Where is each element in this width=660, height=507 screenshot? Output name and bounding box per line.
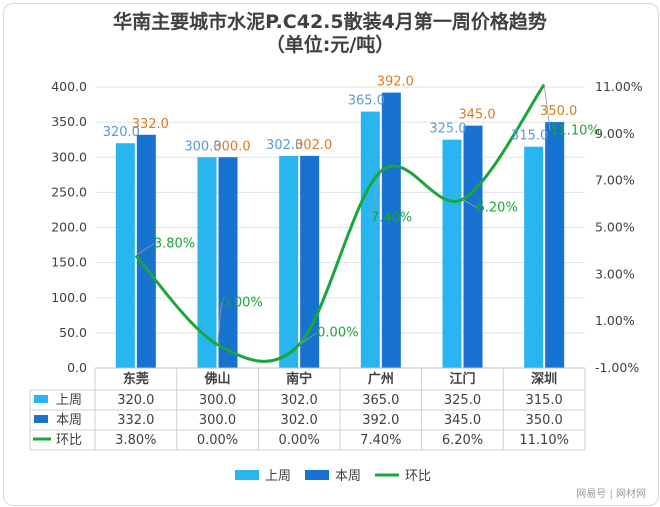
bar [381, 92, 401, 369]
bar [300, 155, 320, 368]
bar-data-label: 302.0 [266, 138, 303, 153]
y2-tick-label: 3.00% [595, 266, 635, 281]
table-cell: 300.0 [199, 393, 236, 408]
bar-data-label: 320.0 [103, 125, 140, 140]
leader-line [135, 243, 155, 256]
table-cell: 302.0 [281, 413, 318, 428]
chart-title: 华南主要城市水泥P.C42.5散装4月第一周价格趋势 [113, 10, 547, 33]
bar-data-label: 302.0 [295, 138, 332, 153]
y-tick-label: 350.0 [51, 114, 87, 129]
line-data-label: 0.00% [222, 296, 263, 311]
leader-line [370, 171, 382, 218]
legend-swatch [305, 470, 329, 480]
table-row-key [34, 415, 48, 423]
leader-line [462, 199, 477, 208]
table-cell: 0.00% [279, 433, 320, 448]
legend-swatch [235, 470, 259, 480]
leader-line [543, 84, 551, 131]
x-category-label: 东莞 [123, 371, 149, 387]
table-cell: 11.10% [519, 433, 569, 448]
watermark-text: 网易号 | 网材网 [576, 487, 646, 500]
line-data-label: 3.80% [154, 237, 195, 252]
bar-data-label: 332.0 [132, 117, 169, 132]
bar-data-label: 300.0 [184, 139, 221, 154]
y2-tick-label: 5.00% [595, 220, 635, 235]
legend-label: 环比 [405, 469, 431, 484]
x-category-label: 佛山 [203, 371, 230, 387]
line-series-wow [134, 83, 546, 363]
bar [545, 122, 565, 368]
y-tick-label: 200.0 [51, 220, 87, 235]
bar-data-label: 325.0 [429, 122, 466, 137]
bar-data-label: 315.0 [511, 129, 548, 144]
table-cell: 0.00% [197, 433, 238, 448]
bar [136, 134, 156, 368]
bar [218, 157, 238, 368]
bar [197, 157, 217, 368]
table-cell: 300.0 [199, 413, 236, 428]
table-cell: 332.0 [117, 413, 154, 428]
y2-tick-label: 9.00% [595, 126, 635, 141]
y2-tick-label: -1.00% [595, 360, 639, 375]
y2-tick-label: 1.00% [595, 313, 635, 328]
x-category-label: 南宁 [286, 371, 312, 387]
x-category-label: 深圳 [531, 371, 557, 387]
bar [463, 125, 483, 368]
line-data-label: 7.40% [371, 210, 412, 225]
legend-label: 本周 [335, 469, 361, 484]
table-row-key [34, 395, 48, 403]
y-tick-label: 50.0 [59, 325, 87, 340]
table-cell: 350.0 [526, 413, 563, 428]
table-cell: 365.0 [362, 393, 399, 408]
x-category-label: 广州 [368, 371, 394, 387]
bar-data-label: 392.0 [377, 75, 414, 90]
table-cell: 302.0 [281, 393, 318, 408]
y2-tick-label: 7.00% [595, 173, 635, 188]
y-tick-label: 150.0 [51, 255, 87, 270]
legend-label: 上周 [265, 469, 291, 484]
leader-line [217, 302, 222, 345]
table-cell: 325.0 [444, 393, 481, 408]
bar-data-label: 345.0 [458, 108, 495, 123]
line-data-label: 0.00% [317, 326, 358, 341]
bar-data-label: 365.0 [348, 94, 385, 109]
y2-tick-label: 11.00% [595, 79, 643, 94]
bar [524, 146, 544, 368]
table-row-name: 本周 [56, 413, 82, 428]
bar [360, 111, 380, 369]
table-cell: 3.80% [115, 433, 156, 448]
y-tick-label: 100.0 [51, 290, 87, 305]
bar [442, 139, 462, 368]
bar-data-label: 350.0 [540, 104, 577, 119]
table-row-name: 环比 [56, 433, 82, 448]
table-cell: 6.20% [442, 433, 483, 448]
leader-line [298, 332, 318, 345]
bar [115, 143, 135, 368]
line-data-label: 11.10% [550, 124, 600, 139]
table-cell: 345.0 [444, 413, 481, 428]
y-tick-label: 300.0 [51, 149, 87, 164]
line-data-label: 6.20% [477, 200, 518, 215]
chart-subtitle: （单位:元/吨） [266, 33, 395, 56]
table-cell: 315.0 [526, 393, 563, 408]
table-cell: 320.0 [117, 393, 154, 408]
y-tick-label: 400.0 [51, 79, 87, 94]
table-cell: 392.0 [362, 413, 399, 428]
bar [279, 155, 299, 368]
bar-data-label: 300.0 [213, 139, 250, 154]
y-tick-label: 250.0 [51, 184, 87, 199]
table-row-name: 上周 [56, 393, 82, 408]
table-cell: 7.40% [360, 433, 401, 448]
y-tick-label: 0.0 [67, 360, 87, 375]
x-category-label: 江门 [449, 371, 475, 387]
